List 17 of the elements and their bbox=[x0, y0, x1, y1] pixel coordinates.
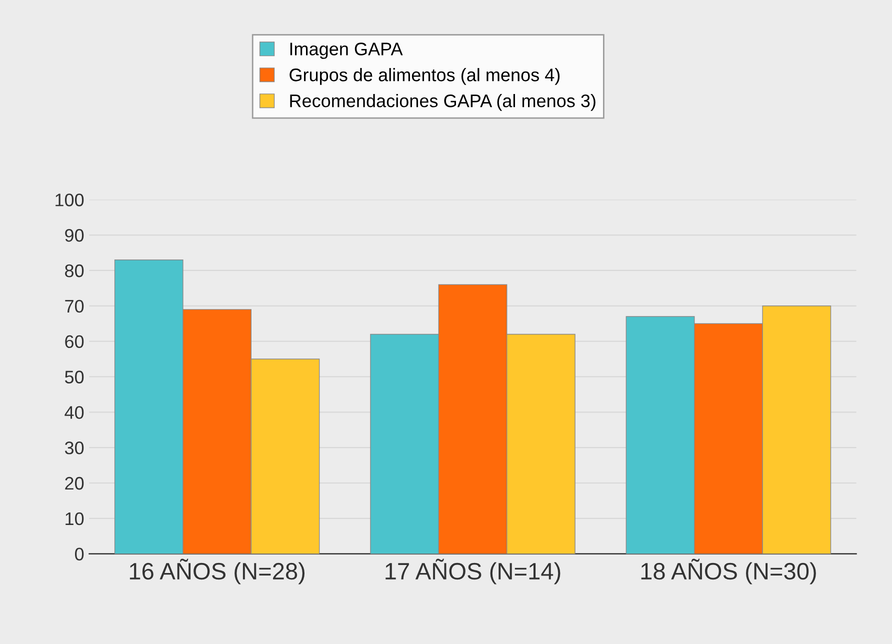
x-tick-label: 17 AÑOS (N=14) bbox=[386, 558, 560, 584]
x-tick-label: 18 AÑOS (N=30) bbox=[641, 558, 816, 584]
y-tick-label: 100 bbox=[56, 194, 84, 206]
y-tick-label: 30 bbox=[64, 442, 84, 454]
y-tick-label: 70 bbox=[65, 300, 84, 313]
y-tick-label: 40 bbox=[64, 406, 84, 419]
y-tick-label: 10 bbox=[66, 512, 84, 526]
y-tick-label: 50 bbox=[64, 370, 84, 384]
y-tick-label: 80 bbox=[65, 264, 84, 278]
y-tick-label: 90 bbox=[65, 228, 84, 242]
y-tick-label: 0 bbox=[75, 548, 84, 561]
legend-label: Imagen GAPA bbox=[290, 42, 403, 59]
legend-label: Recomendaciones GAPA (al menos 3) bbox=[290, 94, 596, 111]
legend-label: Grupos de alimentos (al menos 4) bbox=[290, 68, 560, 85]
y-tick-label: 60 bbox=[65, 335, 84, 348]
y-tick-label: 20 bbox=[65, 476, 84, 490]
x-tick-label: 16 AÑOS (N=28) bbox=[130, 558, 305, 584]
